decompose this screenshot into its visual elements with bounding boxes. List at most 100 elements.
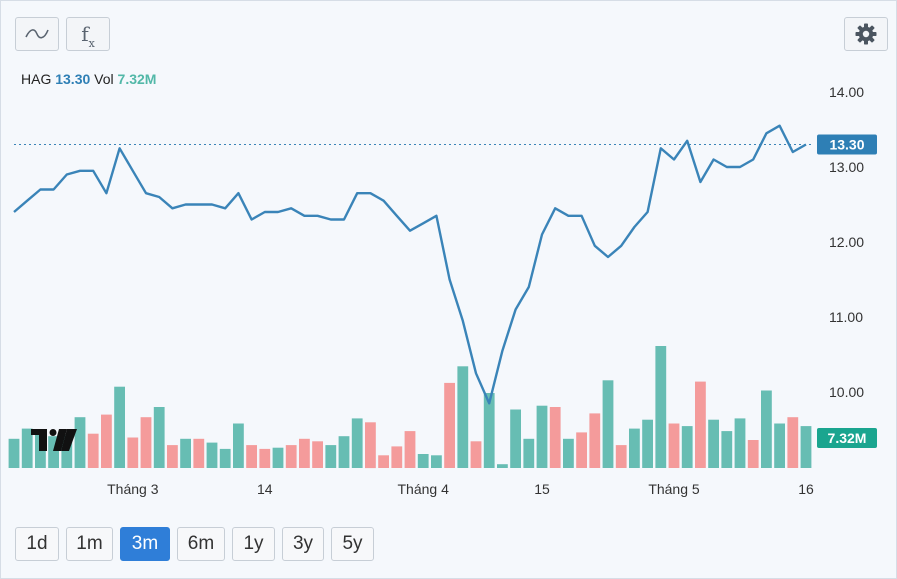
volume-bar <box>404 431 416 468</box>
volume-bar <box>351 418 363 468</box>
volume-bar <box>167 445 178 468</box>
line-chart-icon <box>25 29 49 39</box>
volume-bar <box>589 413 601 468</box>
volume-bar <box>642 419 653 468</box>
volume-bar <box>206 442 218 468</box>
volume-bar <box>259 448 271 468</box>
volume-bar <box>563 438 574 468</box>
last-price-badge: 13.30 <box>817 134 877 155</box>
volume-bar <box>708 419 719 468</box>
volume-bar <box>457 366 469 468</box>
volume-bar <box>734 418 746 468</box>
y-tick-label: 12.00 <box>829 234 864 250</box>
volume-bar <box>391 446 403 468</box>
volume-bar <box>378 455 389 468</box>
range-button-6m[interactable]: 6m <box>177 527 225 561</box>
volume-bar <box>153 407 165 468</box>
volume-bar <box>61 435 73 468</box>
volume-bar <box>48 436 59 468</box>
volume-bar <box>246 445 257 468</box>
volume-bar <box>470 441 482 468</box>
range-button-5y[interactable]: 5y <box>331 527 374 561</box>
volume-bar <box>497 464 508 468</box>
range-button-3y[interactable]: 3y <box>282 527 324 561</box>
function-icon: fx <box>81 22 95 50</box>
x-tick-label: 14 <box>257 481 273 497</box>
x-tick-label: Tháng 3 <box>107 481 159 497</box>
volume-bar <box>549 407 561 468</box>
x-tick-label: Tháng 5 <box>648 481 700 497</box>
range-button-1y[interactable]: 1y <box>232 527 275 561</box>
indicators-button[interactable]: fx <box>66 17 110 51</box>
volume-bar <box>787 417 799 468</box>
volume-bar <box>127 437 139 468</box>
last-price-badge-text: 13.30 <box>829 137 864 153</box>
volume-bar <box>761 390 772 468</box>
volume-bar <box>180 438 191 468</box>
settings-button[interactable] <box>844 17 888 51</box>
volume-bar <box>629 428 640 468</box>
y-tick-label: 14.00 <box>829 84 864 100</box>
volume-bar <box>21 428 33 468</box>
volume-bar <box>272 447 284 468</box>
volume-bar <box>312 441 323 468</box>
volume-bar <box>365 422 376 469</box>
chart-type-button[interactable] <box>15 17 59 51</box>
legend-vol-label: Vol <box>94 71 114 87</box>
volume-bar <box>668 423 680 468</box>
volume-bar <box>536 405 548 468</box>
legend-volume: 7.32M <box>117 71 157 87</box>
volume-bar <box>681 426 693 468</box>
range-button-1d[interactable]: 1d <box>15 527 59 561</box>
volume-bar <box>576 432 587 468</box>
gear-icon <box>855 23 877 45</box>
volume-bar <box>35 435 46 468</box>
volume-bar <box>299 438 310 468</box>
y-tick-label: 13.00 <box>829 159 864 175</box>
x-tick-label: 15 <box>534 481 550 497</box>
legend-price: 13.30 <box>55 71 91 87</box>
chart-legend: HAG 13.30 Vol 7.32M <box>21 71 156 87</box>
volume-bar <box>285 445 297 468</box>
volume-bar <box>233 423 244 468</box>
volume-bar <box>193 438 205 468</box>
volume-bar <box>114 386 125 468</box>
tradingview-logo <box>31 429 77 451</box>
volume-bar <box>523 438 535 468</box>
volume-bar <box>417 454 429 468</box>
price-chart[interactable]: 14.00 13.00 12.00 11.00 10.00 Tháng 3 14 Tháng… <box>1 1 897 521</box>
last-volume-badge-text: 7.32M <box>828 430 867 446</box>
range-button-1m[interactable]: 1m <box>66 527 113 561</box>
volume-bar <box>695 381 706 468</box>
last-price-badge-bg <box>817 134 877 155</box>
price-line <box>13 124 807 405</box>
x-tick-label: 16 <box>798 481 814 497</box>
volume-bar <box>510 409 521 468</box>
volume-bar <box>721 431 733 468</box>
last-volume-badge: 7.32M <box>817 428 877 448</box>
y-tick-label: 11.00 <box>829 309 863 325</box>
legend-symbol: HAG <box>21 71 52 87</box>
volume-bar <box>140 417 152 468</box>
volume-bar <box>747 440 759 468</box>
volume-bar <box>8 438 20 468</box>
volume-bar <box>774 423 785 468</box>
volume-bar <box>602 380 614 468</box>
volume-bar <box>74 417 86 468</box>
volume-bar <box>655 346 667 468</box>
volume-bar <box>87 433 99 468</box>
volume-bar <box>338 436 350 468</box>
volume-bar <box>431 455 442 468</box>
x-tick-label: Tháng 4 <box>398 481 450 497</box>
range-button-3m[interactable]: 3m <box>120 527 170 561</box>
y-tick-label: 10.00 <box>829 384 864 400</box>
volume-bar <box>615 445 627 468</box>
volume-bar <box>101 414 112 468</box>
volume-bar <box>800 426 812 468</box>
last-volume-badge-bg <box>817 428 877 448</box>
volume-bar <box>325 445 337 468</box>
volume-bar <box>444 382 455 468</box>
volume-bar <box>483 393 495 468</box>
volume-bar <box>219 448 231 468</box>
